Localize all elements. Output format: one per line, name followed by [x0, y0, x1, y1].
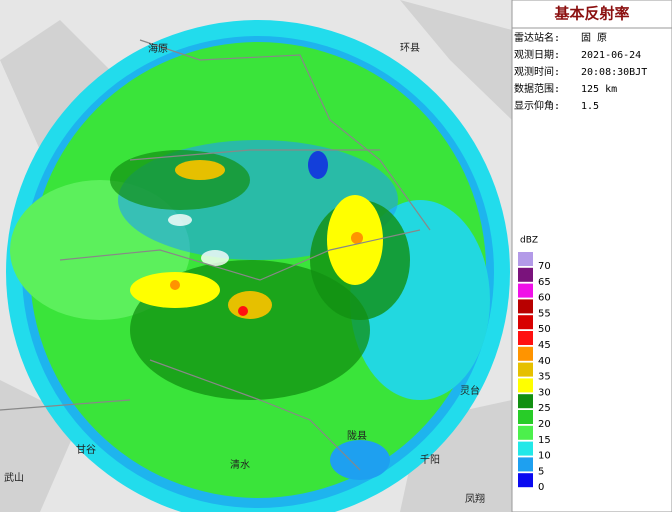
- info-label: 显示仰角:: [514, 100, 560, 112]
- legend-value: 55: [538, 308, 551, 319]
- legend-swatch: [518, 410, 533, 424]
- legend-swatch: [518, 267, 533, 282]
- place-label: 陇县: [347, 429, 367, 442]
- info-panel: [511, 0, 672, 512]
- legend-value: 40: [538, 356, 551, 367]
- info-value: 1.5: [581, 101, 599, 112]
- legend-swatch: [518, 331, 533, 345]
- info-label: 观测时间:: [514, 65, 560, 78]
- info-label: 数据范围:: [514, 82, 560, 95]
- legend-value: 25: [538, 403, 551, 414]
- terrain-relief: [0, 0, 512, 512]
- legend-swatch: [518, 378, 533, 393]
- place-label: 武山: [4, 471, 24, 484]
- legend-value: 50: [538, 324, 551, 335]
- place-label: 环县: [400, 42, 420, 54]
- legend-value: 35: [538, 372, 551, 383]
- boundary-lines: [0, 39, 431, 471]
- place-label: 甘谷: [76, 443, 96, 456]
- legend-swatch: [518, 299, 533, 314]
- info-value: 固 原: [581, 32, 607, 44]
- info-label: 雷达站名:: [514, 31, 560, 44]
- legend-swatch: [518, 346, 533, 361]
- legend-swatch: [518, 425, 533, 440]
- panel-title: 基本反射率: [553, 5, 629, 23]
- legend-value: 10: [538, 451, 551, 462]
- info-value: 125 km: [581, 84, 617, 95]
- legend-swatch: [518, 441, 533, 456]
- legend-swatch: [518, 283, 533, 298]
- place-label: 灵台: [460, 384, 480, 397]
- legend-swatch: [518, 394, 533, 409]
- legend-unit: dBZ: [520, 236, 538, 246]
- place-label: 海原: [148, 42, 168, 55]
- info-value: 2021-06-24: [581, 50, 641, 61]
- legend-value: 15: [538, 435, 551, 446]
- legend-swatch: [518, 252, 533, 266]
- legend-value: 60: [538, 293, 551, 304]
- legend-swatch: [518, 362, 533, 377]
- place-label: 千阳: [420, 454, 440, 466]
- info-label: 观测日期:: [514, 48, 560, 61]
- info-value: 20:08:30BJT: [581, 67, 647, 78]
- legend-swatch: [518, 457, 533, 472]
- place-label: 清水: [230, 458, 250, 471]
- legend-value: 65: [538, 277, 551, 288]
- legend-value: 0: [538, 482, 544, 493]
- legend-swatch: [518, 473, 533, 488]
- legend-value: 5: [538, 466, 544, 477]
- legend-value: 70: [538, 261, 551, 272]
- place-label: 凤翔: [465, 492, 485, 505]
- legend-value: 45: [538, 340, 551, 351]
- radar-echo: [6, 20, 510, 512]
- legend-swatch: [518, 315, 533, 330]
- legend-value: 20: [538, 419, 551, 430]
- legend-value: 30: [538, 387, 551, 398]
